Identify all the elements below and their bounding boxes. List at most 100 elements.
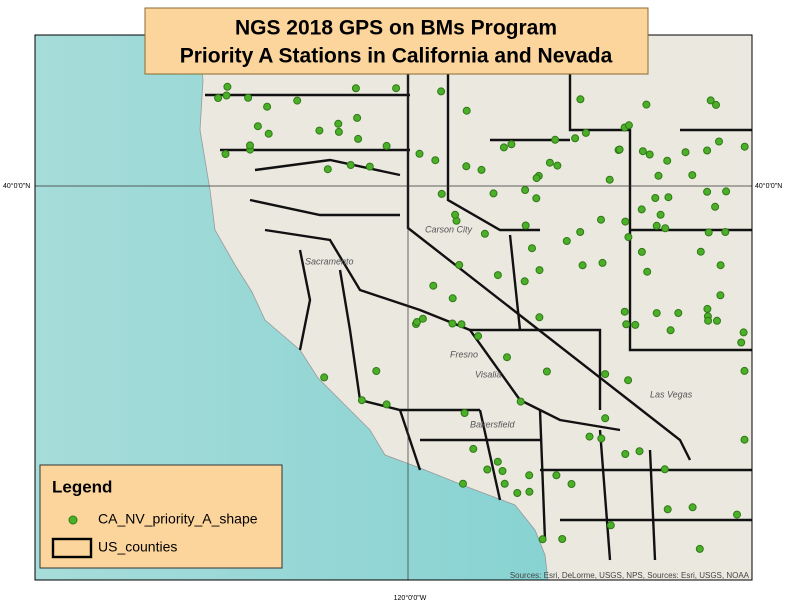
title-box	[144, 7, 649, 75]
lat-label: 40°0'0"N	[3, 182, 30, 190]
station-point	[654, 171, 663, 180]
station-point	[323, 165, 332, 174]
station-point	[477, 165, 486, 174]
station-point	[493, 271, 502, 280]
station-point	[483, 465, 492, 474]
station-point	[535, 266, 544, 275]
station-point	[528, 244, 536, 253]
station-point	[459, 479, 467, 488]
station-point	[535, 313, 544, 322]
station-point	[666, 326, 675, 335]
station-point	[688, 503, 697, 512]
station-point	[706, 96, 715, 105]
station-point	[413, 318, 421, 326]
station-point	[712, 100, 720, 109]
station-point	[562, 237, 571, 245]
station-point	[480, 229, 489, 238]
station-point	[462, 162, 471, 171]
station-point	[606, 521, 615, 530]
station-point	[716, 261, 725, 270]
station-point	[354, 134, 363, 143]
station-point	[601, 414, 610, 423]
station-point	[638, 147, 647, 156]
station-point	[576, 228, 585, 236]
station-point	[645, 150, 654, 159]
station-point	[581, 128, 590, 137]
station-point	[674, 309, 683, 317]
place-label: Visalia	[475, 369, 501, 379]
station-point	[615, 145, 624, 154]
station-point	[621, 217, 630, 226]
place-labels: Sacramento Carson City Fresno Visalia Ba…	[305, 224, 693, 429]
lon-label: 120°0'0"W	[394, 594, 427, 602]
station-point	[652, 221, 661, 230]
station-point	[516, 397, 525, 406]
station-point	[493, 457, 502, 466]
station-point	[621, 450, 630, 458]
station-point	[624, 233, 633, 242]
station-point	[637, 205, 646, 214]
station-point	[334, 119, 343, 128]
station-point	[571, 134, 580, 143]
station-point	[740, 366, 749, 375]
station-point	[223, 82, 232, 91]
station-point	[474, 332, 483, 341]
station-point	[532, 174, 541, 183]
station-point	[695, 544, 704, 553]
station-point	[558, 535, 567, 543]
station-point	[597, 434, 606, 443]
station-point	[499, 143, 508, 152]
station-point	[661, 224, 670, 233]
station-point	[711, 202, 720, 211]
station-point	[703, 187, 712, 196]
station-point	[222, 91, 231, 100]
station-point	[637, 247, 646, 256]
station-point	[513, 489, 522, 497]
station-point	[597, 215, 605, 224]
station-point	[500, 479, 509, 488]
station-point	[264, 129, 273, 138]
attribution: Sources: Esri, DeLorme, USGS, NPS, Sourc…	[510, 571, 750, 580]
station-point	[263, 102, 272, 111]
station-point	[392, 84, 401, 93]
station-point	[739, 328, 748, 337]
station-point	[372, 367, 381, 375]
station-point	[622, 320, 631, 329]
station-point	[704, 316, 713, 325]
land	[197, 34, 753, 581]
station-point	[429, 281, 438, 290]
station-point	[652, 309, 661, 318]
station-point	[320, 373, 329, 382]
station-points	[214, 82, 749, 553]
station-point	[737, 338, 746, 347]
legend-polygon	[51, 537, 93, 559]
station-point	[551, 135, 560, 144]
station-point	[437, 189, 446, 198]
station-point	[346, 161, 355, 169]
station-point	[585, 432, 594, 441]
station-point	[703, 146, 712, 155]
station-point	[460, 409, 469, 417]
station-point	[542, 367, 551, 376]
station-point	[576, 95, 585, 104]
station-point	[578, 261, 587, 270]
station-point	[521, 221, 530, 230]
station-point	[642, 100, 651, 109]
station-point	[431, 156, 440, 165]
station-point	[489, 189, 498, 198]
station-point	[624, 376, 633, 385]
legend-item: CA_NV_priority_A_shape	[98, 511, 258, 527]
station-point	[520, 277, 529, 286]
legend-point	[68, 515, 78, 525]
station-point	[740, 435, 749, 444]
legend-box	[39, 464, 283, 569]
station-point	[664, 193, 673, 202]
station-point	[469, 444, 478, 453]
station-point	[448, 294, 457, 303]
station-point	[221, 150, 230, 158]
station-point	[365, 162, 374, 171]
legend-item: US_counties	[98, 539, 177, 555]
station-point	[663, 505, 672, 514]
station-point	[507, 140, 516, 149]
station-point	[716, 291, 725, 300]
